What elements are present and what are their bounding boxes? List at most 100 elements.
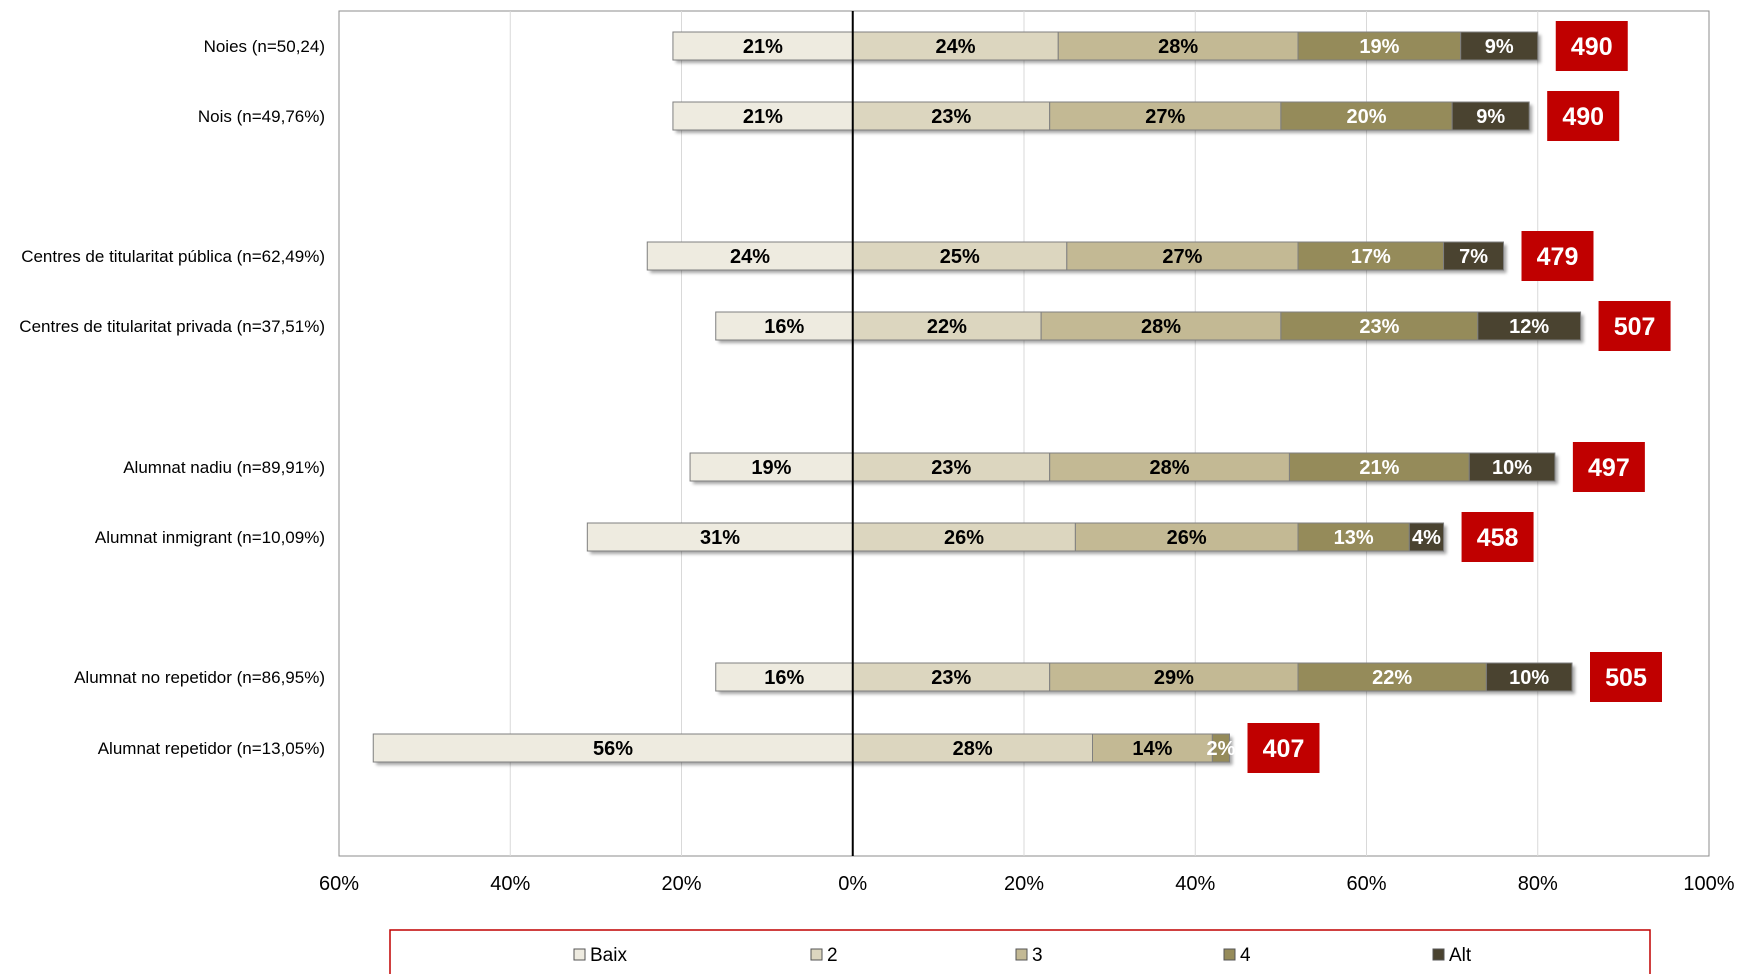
score-badge bbox=[1555, 21, 1628, 71]
data-label: 23% bbox=[931, 106, 971, 128]
bar-segment-alt bbox=[1485, 662, 1573, 692]
data-label: 16% bbox=[764, 667, 804, 689]
bar-segment-4 bbox=[1288, 452, 1470, 482]
legend-label: Alt bbox=[1449, 945, 1472, 966]
x-tick-label: 40% bbox=[490, 873, 530, 895]
data-label: 4% bbox=[1412, 527, 1441, 549]
bar-segment-alt bbox=[1451, 101, 1530, 131]
bar-segment-4 bbox=[1280, 311, 1479, 341]
score-value: 507 bbox=[1614, 313, 1656, 341]
bar-segment-3 bbox=[1049, 101, 1282, 131]
bar-segment-baix bbox=[586, 522, 854, 552]
data-label: 31% bbox=[700, 527, 740, 549]
bar-segment-2 bbox=[852, 522, 1076, 552]
bar-segment-baix bbox=[689, 452, 854, 482]
data-label: 21% bbox=[743, 106, 783, 128]
bar-segment-alt bbox=[1477, 311, 1582, 341]
category-label: Noies (n=50,24) bbox=[204, 37, 325, 56]
category-label: Nois (n=49,76%) bbox=[198, 107, 325, 126]
legend-label: Baix bbox=[590, 945, 627, 966]
bar-segment-baix bbox=[672, 101, 854, 131]
category-label: Alumnat repetidor (n=13,05%) bbox=[98, 739, 325, 758]
data-label: 22% bbox=[1372, 667, 1412, 689]
bar-segment-3 bbox=[1092, 733, 1213, 763]
x-tick-label: 60% bbox=[1346, 873, 1386, 895]
x-tick-label: 20% bbox=[1004, 873, 1044, 895]
score-badge bbox=[1598, 301, 1671, 351]
x-tick-label: 100% bbox=[1683, 873, 1734, 895]
x-tick-label: 40% bbox=[1175, 873, 1215, 895]
data-label: 28% bbox=[953, 738, 993, 760]
bar-segment-alt bbox=[1443, 241, 1504, 271]
data-label: 56% bbox=[593, 738, 633, 760]
score-badge bbox=[1590, 652, 1662, 702]
score-badge bbox=[1247, 723, 1320, 773]
score-value: 490 bbox=[1562, 103, 1604, 131]
category-label: Alumnat no repetidor (n=86,95%) bbox=[74, 668, 325, 687]
category-labels: Noies (n=50,24) Nois (n=49,76%) Centres de… bbox=[19, 37, 325, 758]
data-label: 2% bbox=[1206, 738, 1235, 760]
bar-segment-baix bbox=[646, 241, 854, 271]
legend: Baix 2 3 4 Alt bbox=[389, 929, 1651, 974]
data-label: 9% bbox=[1476, 106, 1505, 128]
data-label: 7% bbox=[1459, 246, 1488, 268]
score-badge bbox=[1572, 442, 1645, 492]
legend-label: 3 bbox=[1032, 945, 1043, 966]
data-label: 23% bbox=[931, 457, 971, 479]
legend-swatch bbox=[573, 948, 586, 961]
bar-segment-baix bbox=[715, 662, 854, 692]
data-label: 13% bbox=[1334, 527, 1374, 549]
x-axis-ticks: 60% 40% 20% 0% 20% 40% 60% 80% 100% bbox=[319, 873, 1735, 895]
score-value: 458 bbox=[1477, 524, 1519, 552]
data-label: 25% bbox=[940, 246, 980, 268]
data-label: 19% bbox=[1359, 36, 1399, 58]
category-label: Alumnat nadiu (n=89,91%) bbox=[123, 458, 325, 477]
category-label: Centres de titularitat privada (n=37,51%… bbox=[19, 317, 325, 336]
data-label: 26% bbox=[944, 527, 984, 549]
legend-swatch bbox=[1015, 948, 1028, 961]
bar-segment-3 bbox=[1049, 452, 1290, 482]
bar-segment-3 bbox=[1049, 662, 1299, 692]
data-label: 28% bbox=[1150, 457, 1190, 479]
score-value: 479 bbox=[1537, 243, 1579, 271]
data-label: 26% bbox=[1167, 527, 1207, 549]
score-value: 490 bbox=[1571, 33, 1613, 61]
legend-swatch bbox=[1432, 948, 1445, 961]
data-label: 12% bbox=[1509, 316, 1549, 338]
data-label: 10% bbox=[1492, 457, 1532, 479]
bar-segment-4 bbox=[1297, 241, 1445, 271]
bars bbox=[372, 31, 1582, 763]
bar-segment-2 bbox=[852, 31, 1059, 61]
x-tick-label: 20% bbox=[661, 873, 701, 895]
bar-segment-4 bbox=[1297, 31, 1462, 61]
data-label: 21% bbox=[743, 36, 783, 58]
category-label: Centres de titularitat pública (n=62,49%… bbox=[21, 247, 325, 266]
score-badge bbox=[1461, 512, 1534, 562]
x-tick-label: 80% bbox=[1518, 873, 1558, 895]
data-label: 19% bbox=[751, 457, 791, 479]
gridlines bbox=[509, 11, 1539, 856]
data-label: 23% bbox=[931, 667, 971, 689]
bar-segment-3 bbox=[1040, 311, 1282, 341]
data-label: 14% bbox=[1132, 738, 1172, 760]
data-label: 22% bbox=[927, 316, 967, 338]
category-label: Alumnat inmigrant (n=10,09%) bbox=[95, 528, 325, 547]
bar-segment-baix bbox=[372, 733, 854, 763]
bar-segment-baix bbox=[715, 311, 854, 341]
data-label: 24% bbox=[730, 246, 770, 268]
score-value: 407 bbox=[1263, 735, 1305, 763]
bar-segment-4 bbox=[1211, 733, 1230, 763]
data-label: 28% bbox=[1158, 36, 1198, 58]
data-label: 17% bbox=[1351, 246, 1391, 268]
bar-labels: 21% 24% 28% 19% 9% 21% 23% 27% 20% 9% 24% 25% 27% 17%… bbox=[593, 36, 1549, 760]
data-label: 24% bbox=[935, 36, 975, 58]
bar-segment-alt bbox=[1460, 31, 1539, 61]
score-value: 497 bbox=[1588, 454, 1630, 482]
bar-segment-4 bbox=[1297, 522, 1410, 552]
data-label: 28% bbox=[1141, 316, 1181, 338]
bar-segment-3 bbox=[1066, 241, 1299, 271]
bar-segment-alt bbox=[1408, 522, 1445, 552]
data-label: 20% bbox=[1346, 106, 1386, 128]
data-label: 23% bbox=[1359, 316, 1399, 338]
